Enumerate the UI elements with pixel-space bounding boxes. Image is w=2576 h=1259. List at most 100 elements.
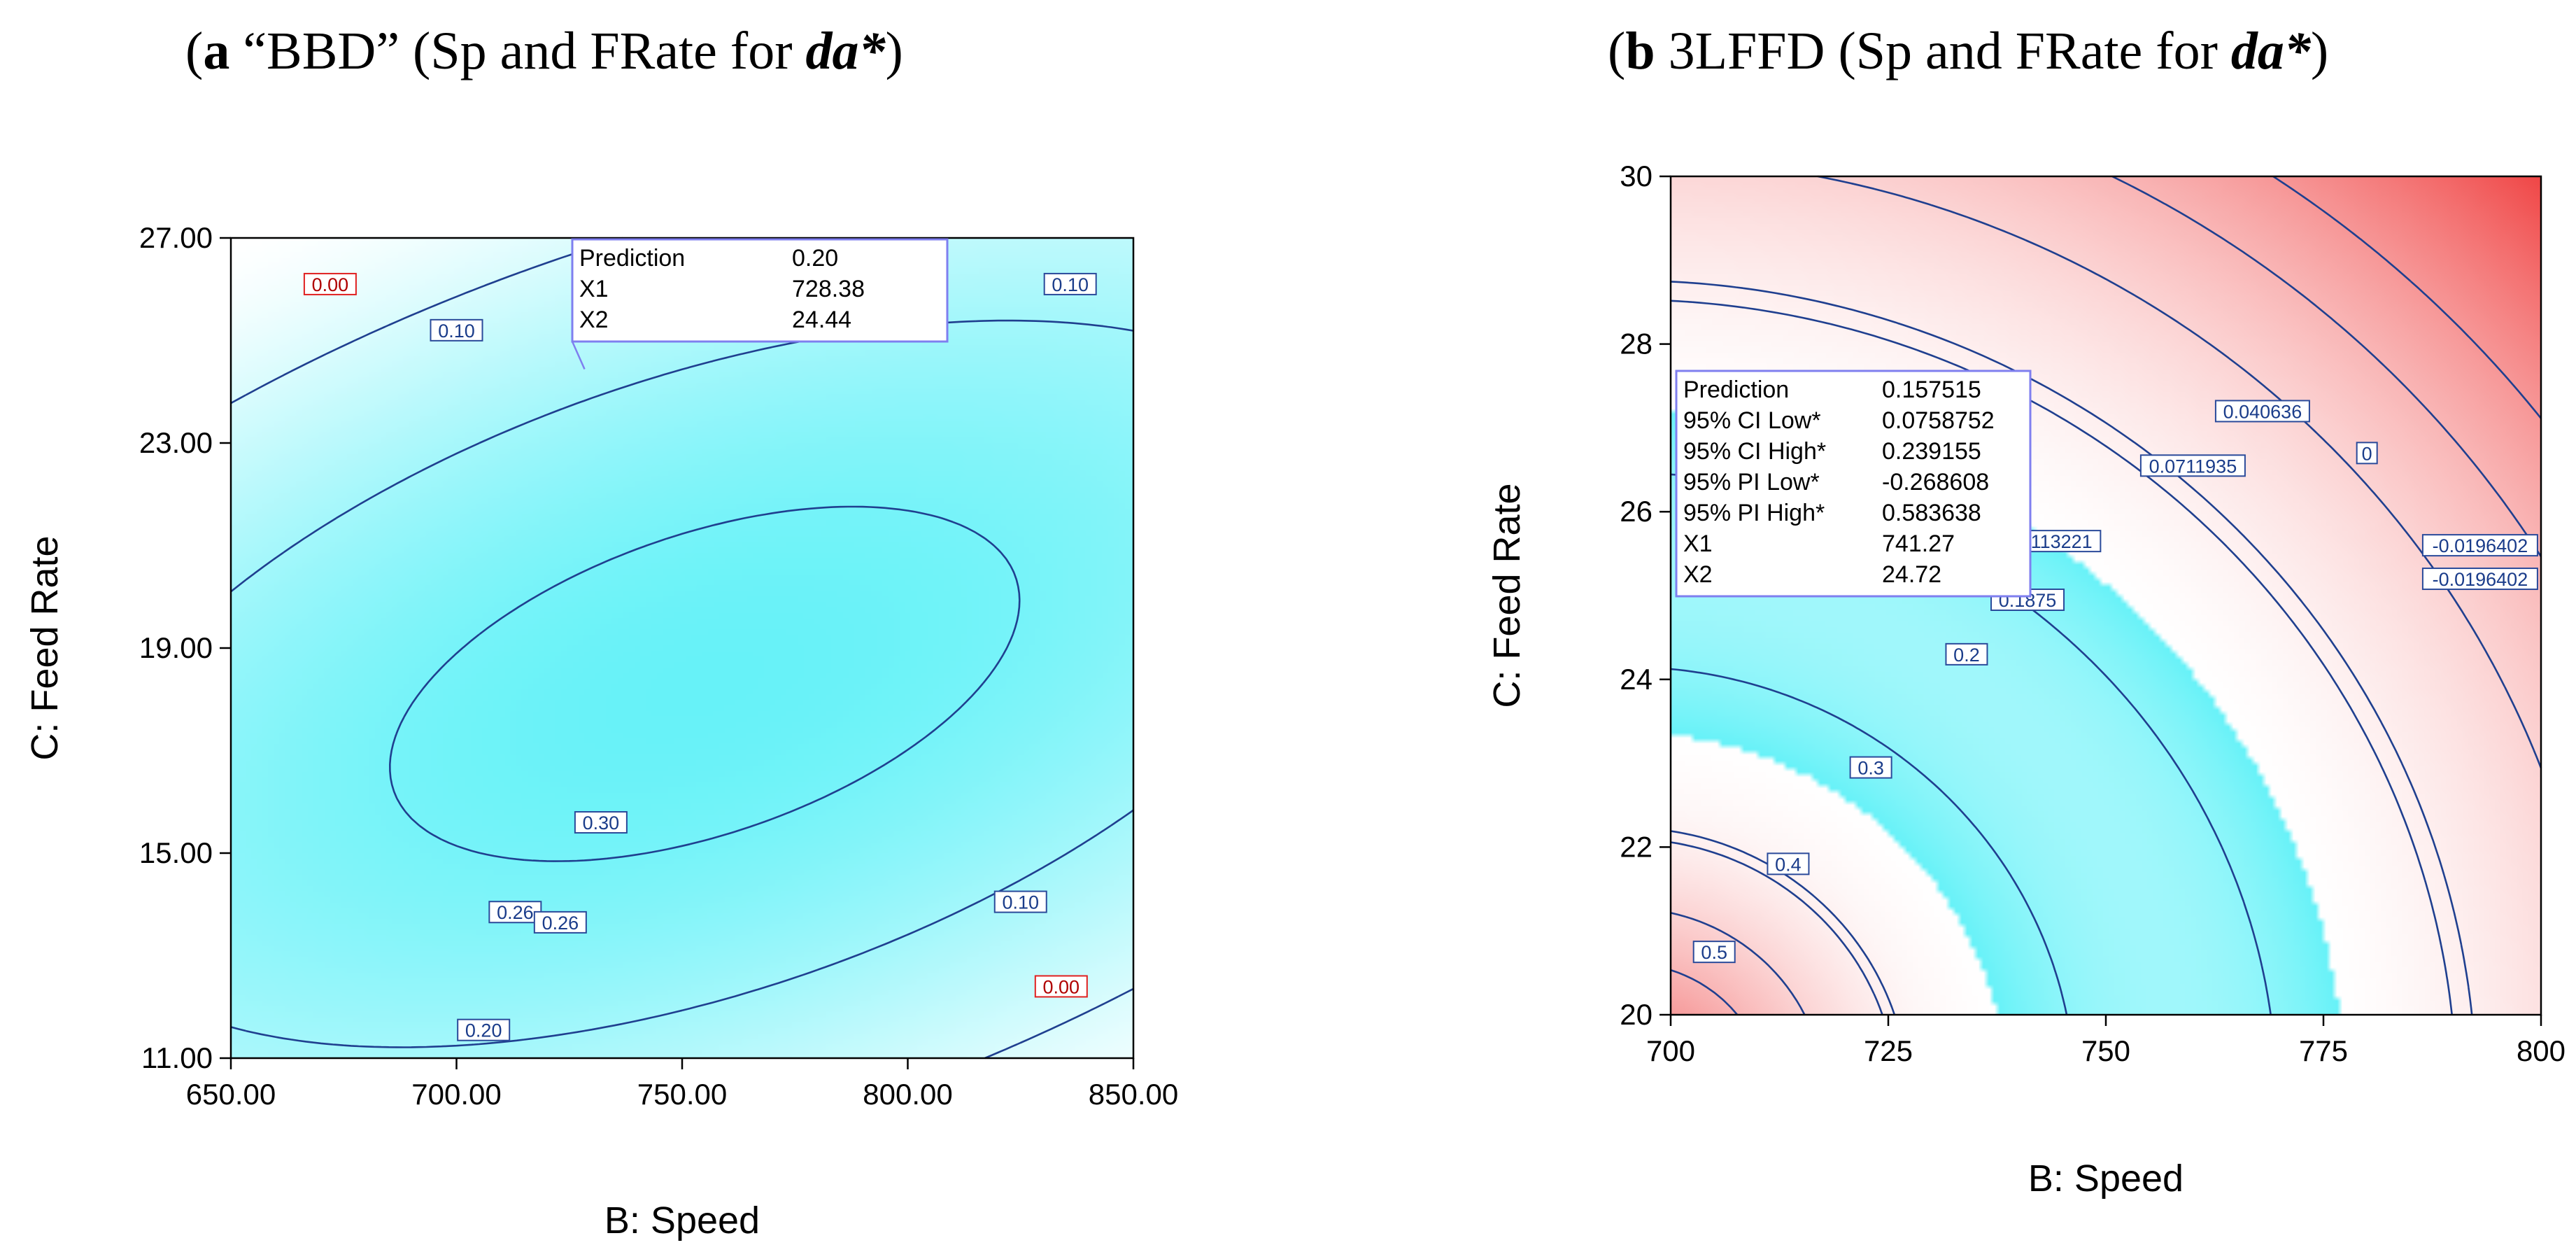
- tooltip-label: 95% PI Low*: [1683, 469, 1820, 495]
- tooltip-value: 0.239155: [1882, 438, 1981, 465]
- chart-a: 0.30 0.26 0.26 0.20 0.10 0.10 0.10 0.00 0.00 650.…: [24, 221, 1178, 1242]
- contour-label-box: [993, 890, 1047, 913]
- contour-label-box: [1043, 272, 1097, 295]
- chart-b-title: (b 3LFFD (Sp and FRate for da*): [1608, 22, 2329, 80]
- contour-label-text: 0.26: [497, 902, 534, 923]
- x-tick-label: 700.00: [411, 1078, 501, 1111]
- x-axis-label: B: Speed: [604, 1200, 760, 1242]
- contour-label-text: 0.10: [1052, 274, 1089, 295]
- x-tick-label: 850.00: [1089, 1078, 1178, 1111]
- contour-label-a-3: 0.20: [457, 1018, 511, 1041]
- contour-label-text: 0.00: [1043, 976, 1080, 997]
- contour-label-text: 0.2: [1953, 645, 1980, 666]
- contour-label-b-1: 0.4: [1767, 852, 1810, 875]
- y-tick-label: 19.00: [139, 631, 213, 664]
- contour-label-b-8: 0: [2356, 442, 2378, 465]
- tooltip-box: [571, 238, 949, 343]
- contour-label-b-10: -0.0196402: [2421, 568, 2538, 591]
- x-tick-label: 750: [2081, 1034, 2130, 1067]
- contour-label-b-2: 0.3: [1849, 756, 1892, 779]
- y-tick-label: 27.00: [139, 221, 213, 254]
- tooltip-value: -0.268608: [1882, 469, 1989, 495]
- y-tick-label: 24: [1620, 663, 1653, 696]
- contour-label-text: 0.4: [1775, 854, 1802, 875]
- contour-label-box: [488, 901, 542, 924]
- tooltip-value: 24.44: [792, 307, 851, 333]
- tooltip-value: 741.27: [1882, 530, 1955, 557]
- contour-label-box: [2421, 534, 2538, 557]
- contour-label-text: 0.0711935: [2149, 456, 2237, 477]
- y-tick-label: 22: [1620, 830, 1653, 863]
- contour-label-a-4: 0.10: [430, 318, 483, 342]
- contour-label-text: 0: [2362, 443, 2372, 464]
- contour-label-box: [1945, 642, 1988, 666]
- y-tick-label: 15.00: [139, 836, 213, 869]
- tooltip-value: 0.0758752: [1882, 407, 1995, 434]
- tooltip-value: 0.583638: [1882, 500, 1981, 526]
- contour-label-b-9: -0.0196402: [2421, 534, 2538, 557]
- contour-label-text: 0.26: [542, 913, 579, 934]
- tooltip-b: Prediction 0.157515 95% CI Low* 0.0758752 95…: [1675, 370, 2032, 598]
- contour-label-text: 0.10: [1002, 892, 1039, 913]
- y-axis-label: C: Feed Rate: [1486, 483, 1528, 708]
- x-tick-label: 750.00: [637, 1078, 727, 1111]
- contour-label-text: 0.5: [1701, 942, 1727, 963]
- tooltip-label: 95% PI High*: [1683, 500, 1825, 526]
- contour-label-text: -0.0196402: [2433, 569, 2528, 590]
- x-tick-label: 800.00: [863, 1078, 952, 1111]
- contour-label-box: [2421, 568, 2538, 591]
- contour-label-text: 0.30: [583, 813, 620, 834]
- contour-label-box: [1767, 852, 1810, 875]
- tooltip-value: 24.72: [1882, 561, 1941, 588]
- tooltip-value: 0.157515: [1882, 377, 1981, 403]
- x-tick-label: 725: [1864, 1034, 1913, 1067]
- tooltip-label: X1: [579, 276, 609, 302]
- contour-line-b-0.4: [1670, 175, 2542, 1015]
- tooltip-pointer: [571, 341, 586, 370]
- x-axis-label: B: Speed: [2028, 1158, 2184, 1200]
- contour-label-a-5: 0.10: [993, 890, 1047, 913]
- contour-label-box: [2214, 400, 2310, 423]
- contour-line-a-0.2: [230, 237, 1134, 1060]
- y-tick-label: 20: [1620, 998, 1653, 1031]
- contour-label-a-7: 0.00: [303, 272, 357, 295]
- contour-label-text: 0.10: [438, 321, 475, 342]
- contour-label-b-3: 0.2: [1945, 642, 1988, 666]
- contour-label-box: [1849, 756, 1892, 779]
- contour-label-a-2: 0.26: [533, 910, 587, 934]
- y-tick-label: 26: [1620, 495, 1653, 528]
- tooltip-label: X2: [579, 307, 609, 333]
- x-tick-label: 775: [2299, 1034, 2348, 1067]
- contour-label-b-6: 0.0711935: [2139, 454, 2246, 477]
- contour-label-box: [574, 811, 628, 834]
- x-tick-label: 650.00: [186, 1078, 276, 1111]
- contour-label-box: [533, 910, 587, 934]
- chart-a-title: (a “BBD” (Sp and FRate for da*): [185, 22, 903, 80]
- tooltip-value: 728.38: [792, 276, 865, 302]
- tooltip-value: 0.20: [792, 245, 838, 272]
- contour-label-box: [2356, 442, 2378, 465]
- contour-label-box: [430, 318, 483, 342]
- tooltip-label: Prediction: [579, 245, 685, 272]
- contour-label-b-7: 0.040636: [2214, 400, 2310, 423]
- contour-label-a-6: 0.10: [1043, 272, 1097, 295]
- tooltip-label: X2: [1683, 561, 1713, 588]
- x-tick-label: 800: [2517, 1034, 2566, 1067]
- contour-line-a-0.3: [389, 505, 1021, 862]
- y-tick-label: 30: [1620, 160, 1653, 192]
- y-axis-label: C: Feed Rate: [24, 535, 66, 760]
- chart-a-heatmap: [231, 238, 1133, 1058]
- contour-label-text: 0.00: [312, 274, 349, 295]
- contour-label-text: 0.3: [1857, 758, 1884, 779]
- tooltip-a: Prediction 0.20 X1 728.38 X2 24.44: [571, 238, 949, 370]
- y-tick-label: 11.00: [141, 1041, 213, 1074]
- tooltip-label: 95% CI High*: [1683, 438, 1826, 465]
- contour-label-box: [1692, 941, 1736, 964]
- contour-label-box: [457, 1018, 511, 1041]
- tooltip-label: 95% CI Low*: [1683, 407, 1821, 434]
- contour-label-b-0: 0.5: [1692, 941, 1736, 964]
- y-tick-label: 23.00: [139, 426, 213, 459]
- contour-label-text: -0.0196402: [2433, 535, 2528, 556]
- y-tick-label: 28: [1620, 328, 1653, 360]
